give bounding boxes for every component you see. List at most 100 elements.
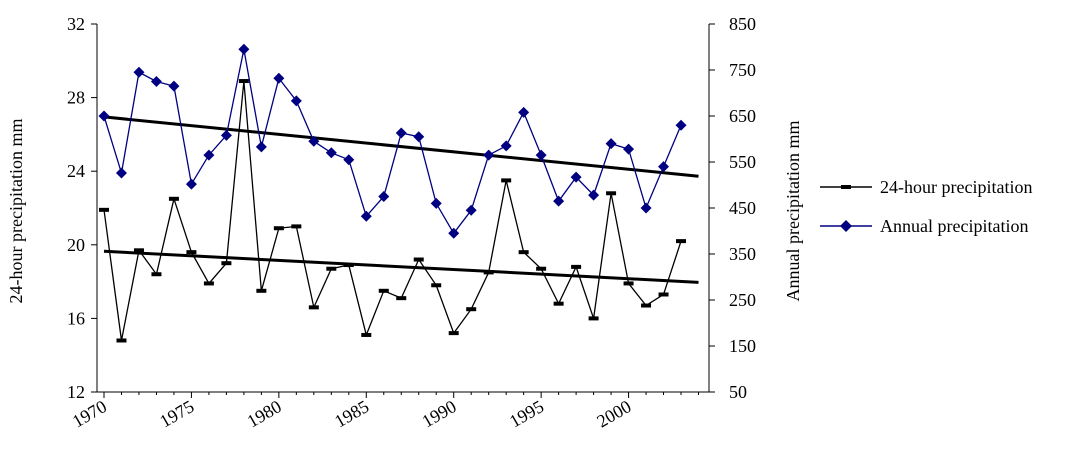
- left-tick-label: 28: [67, 88, 85, 108]
- data-point-0: [221, 261, 232, 266]
- legend-label-annual: Annual precipitation: [880, 216, 1028, 236]
- right-tick-label: 50: [729, 382, 747, 402]
- data-point-0: [168, 196, 179, 201]
- data-point-0: [98, 207, 109, 212]
- data-point-1: [308, 135, 320, 147]
- left-y-ticks: 12 16 20 24 28 32: [67, 14, 97, 402]
- data-point-0: [326, 266, 337, 271]
- data-point-0: [343, 263, 354, 268]
- series-layer: [98, 43, 687, 343]
- right-axis-title: Annual precipitation mm: [783, 121, 803, 302]
- data-point-1: [290, 95, 302, 107]
- data-point-1: [395, 127, 407, 139]
- data-point-0: [151, 272, 162, 277]
- data-point-1: [430, 197, 442, 209]
- data-point-0: [378, 288, 389, 293]
- left-axis-title: 24-hour precipitation mm: [6, 119, 26, 304]
- data-point-0: [658, 292, 669, 297]
- data-point-0: [483, 270, 494, 275]
- right-tick-label: 150: [729, 336, 756, 356]
- data-point-0: [238, 79, 249, 84]
- x-tick-label: 1990: [419, 396, 460, 431]
- data-point-0: [133, 248, 144, 253]
- right-y-ticks: 50 150 250 350 450 550 650 750 850: [709, 14, 756, 402]
- data-point-0: [448, 331, 459, 336]
- data-point-0: [361, 332, 372, 337]
- data-point-1: [115, 167, 127, 179]
- data-point-1: [570, 171, 582, 183]
- right-tick-label: 550: [729, 152, 756, 172]
- data-point-1: [535, 149, 547, 161]
- series-line-1: [103, 49, 682, 235]
- data-point-0: [518, 250, 529, 255]
- data-point-1: [360, 210, 372, 222]
- legend-label-24-hour: 24-hour precipitation: [880, 177, 1032, 197]
- data-point-0: [273, 226, 284, 231]
- left-tick-label: 32: [67, 14, 85, 34]
- right-tick-label: 650: [729, 106, 756, 126]
- data-point-1: [325, 147, 337, 159]
- axes: [96, 24, 710, 393]
- right-tick-label: 450: [729, 198, 756, 218]
- data-point-1: [658, 161, 670, 173]
- data-point-1: [220, 129, 232, 141]
- data-point-0: [571, 264, 582, 269]
- data-point-1: [500, 140, 512, 152]
- right-tick-label: 250: [729, 290, 756, 310]
- data-point-1: [448, 227, 460, 239]
- data-point-1: [640, 202, 652, 214]
- data-point-1: [238, 43, 250, 55]
- series-line-0: [103, 80, 682, 341]
- x-tick-label: 1995: [506, 396, 547, 431]
- data-point-0: [606, 191, 617, 196]
- legend-item-annual: Annual precipitation: [820, 216, 1028, 236]
- data-point-1: [483, 149, 495, 161]
- data-point-1: [133, 66, 145, 78]
- legend-item-24-hour: 24-hour precipitation: [820, 177, 1032, 197]
- right-tick-label: 850: [729, 14, 756, 34]
- data-point-0: [676, 239, 687, 244]
- data-point-1: [465, 204, 477, 216]
- data-point-1: [553, 195, 565, 207]
- data-point-0: [641, 303, 652, 308]
- data-point-0: [291, 224, 302, 229]
- data-point-0: [466, 307, 477, 312]
- data-point-1: [413, 131, 425, 143]
- data-point-1: [98, 110, 110, 122]
- data-point-1: [623, 143, 635, 155]
- left-tick-label: 16: [67, 308, 85, 328]
- x-tick-label: 1980: [244, 396, 285, 431]
- left-tick-label: 12: [67, 382, 85, 402]
- data-point-1: [605, 138, 617, 150]
- data-point-0: [553, 301, 564, 306]
- data-point-0: [501, 178, 512, 183]
- data-point-0: [203, 281, 214, 286]
- data-point-1: [588, 189, 600, 201]
- data-point-1: [168, 80, 180, 92]
- data-point-0: [413, 257, 424, 262]
- right-tick-label: 350: [729, 244, 756, 264]
- data-point-1: [343, 154, 355, 166]
- x-tick-label: 1985: [331, 396, 372, 431]
- data-point-0: [623, 281, 634, 286]
- diamond-marker-icon: [840, 220, 852, 232]
- x-tick-label: 2000: [593, 396, 634, 431]
- data-point-0: [256, 288, 267, 293]
- left-tick-label: 20: [67, 235, 85, 255]
- legend: 24-hour precipitation Annual precipitati…: [820, 177, 1032, 236]
- data-point-1: [273, 72, 285, 84]
- data-point-0: [431, 283, 442, 288]
- data-point-0: [588, 316, 599, 321]
- right-tick-label: 750: [729, 60, 756, 80]
- data-point-1: [518, 106, 530, 118]
- data-point-1: [255, 141, 267, 153]
- x-tick-label: 1975: [156, 396, 197, 431]
- data-point-1: [203, 149, 215, 161]
- data-point-1: [185, 178, 197, 190]
- data-point-1: [378, 191, 390, 202]
- data-point-0: [186, 250, 197, 255]
- trend-line-1: [103, 115, 699, 178]
- data-point-1: [150, 76, 162, 87]
- data-point-0: [308, 305, 319, 310]
